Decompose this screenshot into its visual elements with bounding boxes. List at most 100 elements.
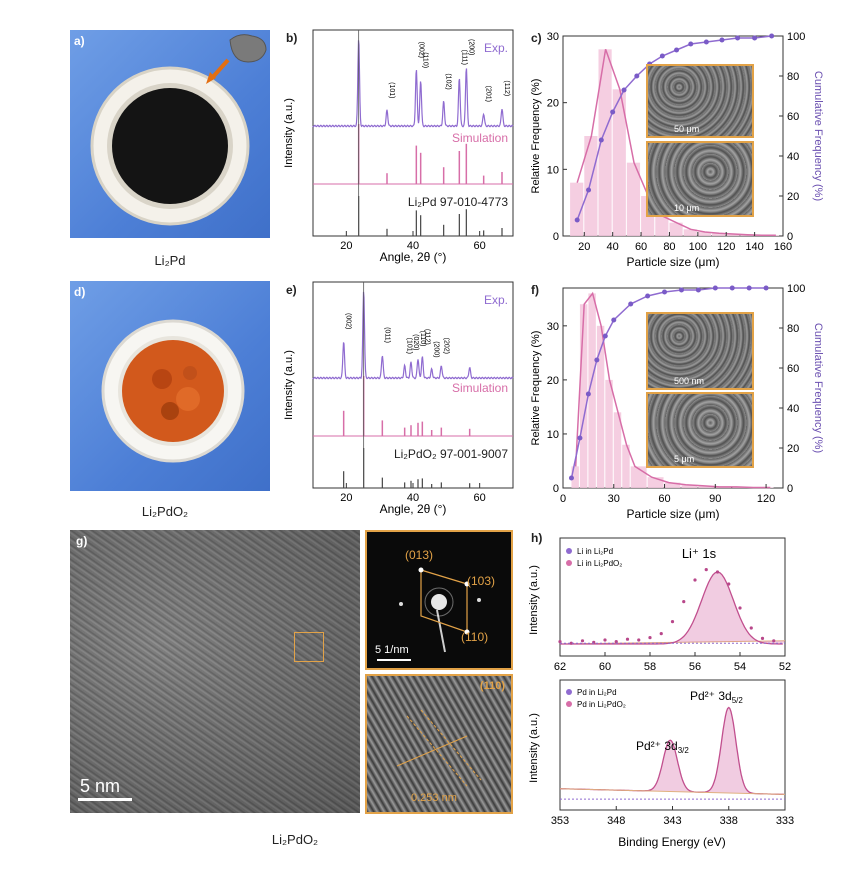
xps-bot-background [559,788,786,795]
psd-c-cumulative-point [674,47,680,53]
psd-f-bar [605,379,613,488]
xrd-e-hkl-label: (020) [412,334,419,350]
xrd-e-ref-label: Li₂PdO₂ 97-001-9007 [394,447,508,461]
xps-top-title: Li⁺ 1s [682,546,717,561]
panel-c-label: c) [531,31,542,45]
xps-top-xtick-label: 58 [644,661,656,673]
xps-top-xtick-label: 56 [689,661,701,673]
xps-bot-ylabel: Intensity (a.u.) [528,713,540,783]
xrd-e-ylabel: Intensity (a.u.) [283,350,295,420]
xps-top-point [558,640,562,644]
psd-c-cumulative-point [586,187,592,193]
psd-c-ylabel-left: Relative Frequency (%) [530,79,542,194]
psd-f-y2tick-label: 20 [787,443,799,455]
psd-c-xtick-label: 140 [745,241,763,253]
xrd-b-hkl-label: (102) [445,73,452,89]
xps-top-xtick-label: 60 [599,661,611,673]
psd-c-bar [669,222,683,236]
psd-f-ylabel-right: Cumulative Frequency (%) [812,323,824,453]
xrd-b-xtick-label: 20 [340,240,352,252]
panel-h-label: h) [531,531,543,545]
panel-d-label: d) [74,285,86,299]
xps-top-legend-2: Li in Li₂PdO₂ [577,559,622,568]
psd-c-ytick-label: 10 [547,164,559,176]
saed-label-110: (110) [461,630,489,644]
psd-c-cumulative-point [621,87,627,93]
xps-top-fit-area [560,572,785,644]
psd-c-bar [584,136,598,236]
xrd-chart-li2pd: 20 40 60 Intensity (a.u.) Angle, 2θ (°) Ex… [283,29,514,264]
xrd-b-ref-label: Li₂Pd 97-010-4773 [408,195,508,209]
psd-f-bar [664,482,681,488]
psd-f-bar [613,412,622,488]
psd-c-cumulative-point [598,137,604,143]
xps-top-point [670,620,675,624]
xrd-b-hkl-label: (112) [503,80,510,96]
psd-c-xtick-label: 100 [689,241,707,253]
psd-c-ylabel-right: Cumulative Frequency (%) [812,71,824,201]
panel-d-caption: Li₂PdO₂ [141,504,189,519]
xrd-b-hkl-label: (002) [417,42,424,58]
xps-top-point [648,636,652,640]
psd-c-xtick-label: 80 [663,241,675,253]
xps-pk2-label: Pd²⁺ 3d5/2 [690,689,743,705]
xps-top-point [738,606,742,610]
hrtem-roi-box [294,632,324,662]
panel-a-label: a) [74,34,85,48]
xrd-b-xtick-label: 40 [407,240,419,252]
psd-chart-li2pdo2: 0 30 60 90 120 0 10 20 30 0 20 40 60 80 100 Relative F… [530,283,824,521]
xrd-b-hkl-label: (101) [388,82,395,98]
li2pdo2-photo [70,281,270,491]
xps-top-point [659,632,663,636]
psd-f-ylabel-left: Relative Frequency (%) [530,331,542,446]
xps-chart: 62 60 58 56 54 52 Li in Li₂Pd Li in Li₂PdO₂ L… [528,537,794,849]
xrd-b-hkl-label: (201) [485,86,492,102]
psd-c-bar [726,234,740,236]
xrd-b-ylabel: Intensity (a.u.) [283,98,295,168]
psd-f-cumulative-point [662,289,668,295]
psd-c-cumulative-point [688,41,694,47]
xrd-e-hkl-label: (200) [433,341,440,357]
psd-f-bar [579,304,588,488]
psd-c-bar [683,229,697,236]
xrd-b-xlabel: Angle, 2θ (°) [380,250,447,264]
psd-c-xtick-label: 60 [635,241,647,253]
psd-c-y2tick-label: 0 [787,231,793,243]
psd-f-cumulative-point [628,301,634,307]
xrd-chart-li2pdo2: 20 40 60 Intensity (a.u.) Angle, 2θ (°) Ex… [283,281,514,516]
psd-c-ytick-label: 0 [553,231,559,243]
saed-label-013: (013) [405,548,434,562]
psd-f-bar [571,466,579,488]
psd-c-y2tick-label: 60 [787,111,799,123]
xrd-e-hkl-label: (112) [423,329,430,345]
xps-top-ylabel: Intensity (a.u.) [528,565,540,635]
xps-top-fit-curve [560,571,783,645]
psd-f-y2tick-label: 0 [787,483,793,495]
xps-top-point [760,636,765,640]
psd-c-cumulative-point [634,73,640,79]
sem-scale-2: 10 μm [674,203,700,213]
psd-c-cumulative-point [719,37,725,43]
li2pdo2-crucible [101,319,245,463]
psd-c-xtick-label: 20 [578,241,590,253]
xrd-e-xtick-label: 40 [407,492,419,504]
psd-f-cumulative-point [577,435,583,441]
psd-c-xtick-label: 160 [774,241,792,253]
psd-f-bar [698,485,715,488]
xps-bot-xtick-label: 343 [663,815,681,827]
xps-pk1-label: Pd²⁺ 3d3/2 [636,739,689,755]
xrd-e-exp-label: Exp. [484,293,508,307]
psd-f-cumulative-point [568,475,574,481]
fft-label-110: (110) [479,680,505,692]
psd-c-bar [655,216,669,236]
sem-li2pdo2-low: 500 nm [646,312,754,390]
saed-label-103: (103) [467,574,496,588]
xps-top-point [693,578,697,582]
psd-c-bar [626,162,641,236]
sem-scale-3: 500 nm [674,376,705,386]
psd-f-cumulative-point [746,285,752,291]
psd-c-bar [570,182,584,236]
psd-c-y2tick-label: 40 [787,151,799,163]
xrd-e-hkl-label: (002) [345,313,352,329]
psd-c-cumulative-point [610,109,616,115]
